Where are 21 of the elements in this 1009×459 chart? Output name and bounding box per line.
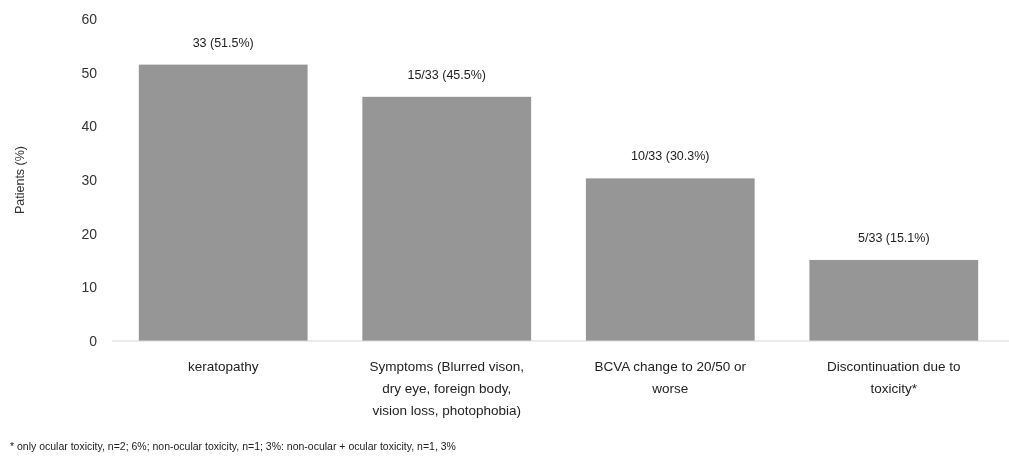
bar — [138, 64, 308, 341]
y-tick-label: 50 — [81, 64, 98, 81]
y-tick-label: 20 — [81, 225, 98, 242]
y-tick-label: 30 — [81, 171, 98, 188]
y-axis-title: Patients (%) — [13, 145, 27, 215]
data-label: 10/33 (30.3%) — [631, 149, 710, 164]
data-label: 33 (51.5%) — [192, 35, 254, 50]
y-tick-label: 60 — [81, 10, 98, 27]
x-tick-label: keratopathy — [187, 359, 259, 374]
text: * only ocular toxicity, n=2; 6%; non-ocular toxicity, n=1; 3%: non-ocular + ocular toxicity, n=1, 3% — [10, 440, 456, 452]
x-tick-label: Symptoms (Blurred vison, dry eye, foreign body, vision loss, photophobia) — [369, 359, 525, 418]
data-label: 5/33 (15.1%) — [858, 230, 930, 245]
x-tick-label: BCVA change to 20/50 or worse — [594, 359, 747, 396]
bar — [585, 178, 755, 341]
data-label: 15/33 (45.5%) — [407, 67, 486, 82]
bar — [362, 96, 532, 341]
y-tick-label: 0 — [89, 332, 98, 349]
x-tick-label: Discontinuation due to toxicity* — [827, 359, 961, 396]
y-tick-label: 40 — [81, 118, 98, 135]
bar — [809, 259, 979, 341]
y-tick-label: 10 — [81, 279, 98, 296]
